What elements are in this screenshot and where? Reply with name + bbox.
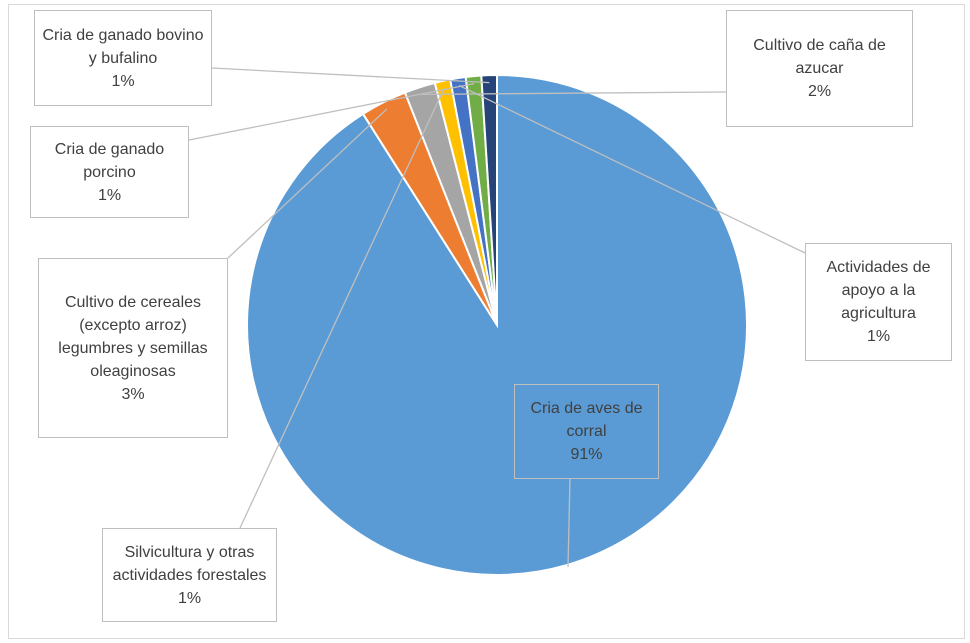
leader-line [422, 91, 727, 96]
data-label: Cria de ganado porcino 1% [30, 126, 189, 218]
label-value: 3% [121, 385, 145, 403]
label-value: 91% [570, 446, 603, 463]
label-name: Cria de ganado bovino y bufalino [42, 26, 204, 67]
pie-slice [480, 73, 498, 326]
label-name: Cultivo de cereales (excepto arroz) legu… [58, 293, 208, 380]
label-name: Cultivo de caña de azucar [753, 37, 886, 77]
label-name: Cria de aves de corral [530, 400, 643, 440]
data-label: Cria de aves de corral 91% [514, 384, 659, 479]
leader-line [458, 84, 806, 254]
data-label: Silvicultura y otras actividades foresta… [102, 528, 277, 622]
label-name: Silvicultura y otras actividades foresta… [112, 543, 267, 584]
data-label: Cria de ganado bovino y bufalino 1% [34, 10, 212, 106]
label-value: 1% [111, 72, 135, 90]
label-value: 1% [866, 328, 891, 345]
leader-line [567, 477, 571, 568]
data-label: Actividades de apoyo a la agricultura 1% [805, 243, 952, 361]
label-value: 2% [807, 83, 832, 100]
label-value: 1% [97, 186, 122, 204]
data-label: Cultivo de caña de azucar 2% [726, 10, 913, 127]
label-value: 1% [177, 589, 202, 607]
label-name: Actividades de apoyo a la agricultura [826, 259, 931, 322]
data-label: Cultivo de cereales (excepto arroz) legu… [38, 258, 228, 438]
leader-line [188, 82, 475, 141]
leader-line [239, 88, 445, 529]
label-name: Cria de ganado porcino [54, 140, 165, 181]
leader-line [227, 108, 388, 259]
leader-line [211, 67, 490, 84]
